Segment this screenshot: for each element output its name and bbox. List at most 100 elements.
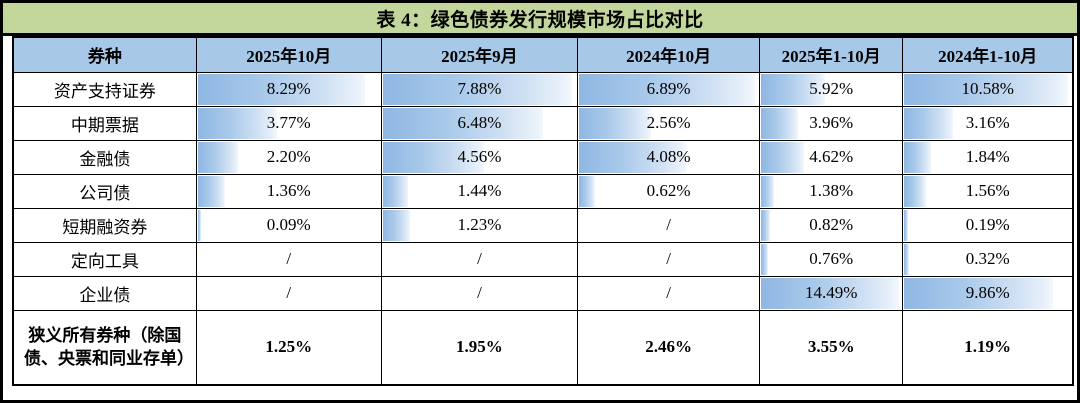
table-row: 短期融资券 0.09% 1.23% / 0.82% 0.19%	[12, 207, 1074, 243]
cell-value: 0.76%	[809, 249, 854, 268]
table-row: 公司债 1.36% 1.44% 0.62% 1.38% 1.56%	[12, 173, 1074, 209]
value-cell: 1.56%	[902, 173, 1074, 209]
cell-value: 1.56%	[965, 181, 1010, 200]
data-bar	[904, 209, 908, 241]
cell-value: /	[666, 249, 671, 268]
value-cell: 5.92%	[759, 71, 904, 107]
data-bar	[904, 107, 954, 139]
value-cell: /	[577, 275, 761, 311]
green-bond-market-share-table: 券种 2025年10月 2025年9月 2024年10月 2025年1-10月 …	[12, 36, 1074, 386]
data-bar	[761, 141, 804, 173]
cell-value: 3.77%	[266, 113, 311, 132]
data-bar	[579, 141, 686, 173]
cell-value: /	[477, 283, 482, 302]
cell-value: 4.08%	[646, 147, 691, 166]
cell-value: 0.09%	[266, 215, 311, 234]
cell-value: 9.86%	[965, 283, 1010, 302]
total-value-cell: 2.46%	[577, 309, 761, 386]
row-label: 资产支持证券	[12, 71, 197, 107]
table-row: 定向工具 / / / 0.76% 0.32%	[12, 241, 1074, 277]
value-cell: /	[195, 275, 382, 311]
value-cell: 1.44%	[380, 173, 579, 209]
value-cell: 1.36%	[195, 173, 382, 209]
table-row: 企业债 / / / 14.49% 9.86%	[12, 275, 1074, 311]
cell-value: 8.29%	[266, 79, 311, 98]
data-bar	[382, 107, 543, 139]
cell-value: 1.38%	[809, 181, 854, 200]
cell-value: 0.82%	[809, 215, 854, 234]
data-bar	[197, 107, 277, 139]
value-cell: /	[380, 275, 579, 311]
table-container: 券种 2025年10月 2025年9月 2024年10月 2025年1-10月 …	[3, 36, 1077, 386]
data-bar	[904, 277, 1053, 309]
cell-value: 4.62%	[809, 147, 854, 166]
total-value-cell: 1.25%	[195, 309, 382, 386]
total-row: 狭义所有券种（除国债、央票和同业存单） 1.25% 1.95% 2.46% 3.…	[12, 309, 1074, 386]
value-cell: 3.96%	[759, 105, 904, 141]
data-bar	[197, 209, 202, 241]
data-bar	[197, 141, 239, 173]
value-cell: 2.20%	[195, 139, 382, 175]
cell-value: 14.49%	[805, 283, 858, 302]
cell-value: 3.16%	[965, 113, 1010, 132]
data-bar	[761, 209, 770, 241]
value-cell: 14.49%	[759, 275, 904, 311]
cell-value: 10.58%	[961, 79, 1014, 98]
cell-value: 1.36%	[266, 181, 311, 200]
value-cell: /	[380, 241, 579, 277]
value-cell: 0.19%	[902, 207, 1074, 243]
value-cell: 4.56%	[380, 139, 579, 175]
data-bar	[904, 243, 910, 275]
value-cell: /	[577, 207, 761, 243]
data-bar	[382, 73, 573, 105]
column-header-2024-1-10: 2024年1-10月	[902, 36, 1074, 73]
header-row: 券种 2025年10月 2025年9月 2024年10月 2025年1-10月 …	[12, 36, 1074, 73]
data-bar	[197, 175, 226, 207]
data-bar	[382, 175, 409, 207]
value-cell: 0.09%	[195, 207, 382, 243]
value-cell: 9.86%	[902, 275, 1074, 311]
column-header-2025-1-10: 2025年1-10月	[759, 36, 904, 73]
cell-value: /	[286, 249, 292, 268]
value-cell: 3.77%	[195, 105, 382, 141]
value-cell: 2.56%	[577, 105, 761, 141]
cell-value: 0.62%	[646, 181, 691, 200]
value-cell: 6.89%	[577, 71, 761, 107]
value-cell: 1.23%	[380, 207, 579, 243]
total-value-cell: 1.19%	[902, 309, 1074, 386]
data-bar	[382, 141, 485, 173]
value-cell: 8.29%	[195, 71, 382, 107]
table-row: 金融债 2.20% 4.56% 4.08% 4.62% 1.84%	[12, 139, 1074, 175]
cell-value: 2.56%	[646, 113, 691, 132]
row-label: 中期票据	[12, 105, 197, 141]
cell-value: 0.19%	[965, 215, 1010, 234]
cell-value: 4.56%	[457, 147, 502, 166]
value-cell: /	[195, 241, 382, 277]
column-header-2025-09: 2025年9月	[380, 36, 579, 73]
cell-value: 6.89%	[646, 79, 691, 98]
data-bar	[579, 175, 596, 207]
value-cell: 4.08%	[577, 139, 761, 175]
total-value-cell: 3.55%	[759, 309, 904, 386]
row-label: 定向工具	[12, 241, 197, 277]
data-bar	[382, 209, 411, 241]
cell-value: 3.96%	[809, 113, 854, 132]
cell-value: /	[477, 249, 482, 268]
table-row: 资产支持证券 8.29% 7.88% 6.89% 5.92% 10.58%	[12, 71, 1074, 107]
cell-value: 1.23%	[457, 215, 502, 234]
value-cell: 0.82%	[759, 207, 904, 243]
value-cell: 7.88%	[380, 71, 579, 107]
data-bar	[761, 243, 769, 275]
value-cell: 6.48%	[380, 105, 579, 141]
total-row-label: 狭义所有券种（除国债、央票和同业存单）	[12, 309, 197, 386]
data-bar	[761, 175, 774, 207]
row-label: 金融债	[12, 139, 197, 175]
value-cell: 10.58%	[902, 71, 1074, 107]
data-bar	[579, 73, 755, 105]
column-header-bond-type: 券种	[12, 36, 197, 73]
row-label: 企业债	[12, 275, 197, 311]
cell-value: 1.84%	[965, 147, 1010, 166]
total-value-cell: 1.95%	[380, 309, 579, 386]
data-bar	[761, 277, 900, 309]
